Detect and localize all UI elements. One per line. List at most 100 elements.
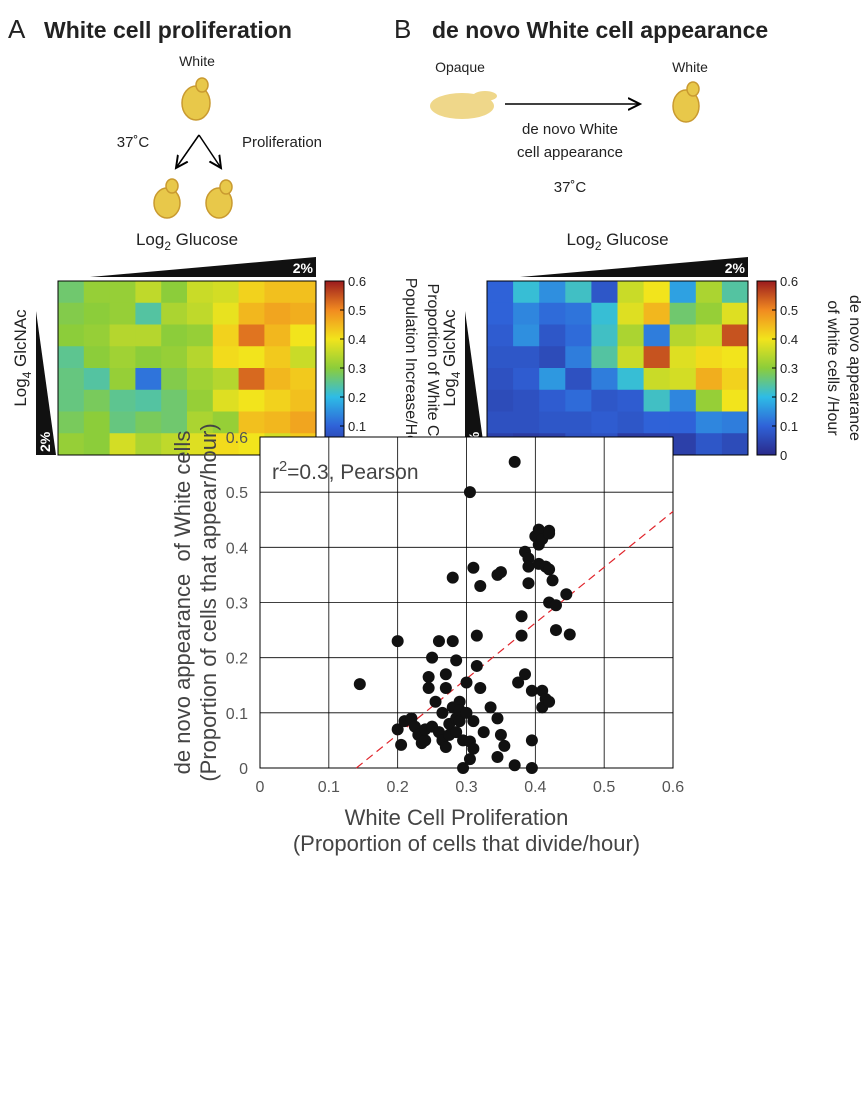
y-axis-label-part: GlcNAc — [11, 309, 30, 372]
y-axis-label: Log4 GlcNAc — [440, 309, 463, 407]
heatmap-cell — [83, 368, 110, 391]
heatmap-cell — [591, 346, 618, 369]
heatmap-cell — [212, 411, 239, 434]
heatmap-cell — [643, 368, 671, 391]
heatmap-cell — [238, 324, 265, 347]
heatmap-cell — [565, 389, 592, 412]
white-cell-icon — [181, 77, 211, 121]
heatmap-cell — [487, 324, 514, 347]
daughter-cell-icons — [153, 178, 233, 219]
scatter-point — [491, 712, 504, 725]
heatmap-cell — [721, 346, 749, 369]
colorbar-label: Population Increase/Hour — [402, 278, 419, 459]
heatmap-cell — [539, 281, 566, 304]
scatter-point — [512, 676, 525, 689]
heatmap-cell — [187, 433, 214, 456]
colorbar-label: de novo appearance — [846, 295, 861, 441]
annotation-part: =0.3, Pearson — [287, 461, 418, 484]
scatter-point — [522, 552, 535, 565]
heatmap-cell — [238, 346, 265, 369]
heatmap-cell — [643, 281, 671, 304]
heatmap-cell — [238, 368, 265, 391]
y-axis-label: Log4 GlcNAc — [11, 309, 34, 407]
heatmap-cell — [212, 324, 239, 347]
heatmap-frame — [57, 280, 317, 456]
panel-letter: A — [8, 14, 26, 44]
heatmap-cell — [669, 368, 697, 391]
y-tick-label: 0.5 — [226, 485, 248, 502]
scatter-point — [525, 734, 538, 747]
heatmap-cell — [58, 389, 85, 412]
heatmap-cell — [58, 324, 85, 347]
scatter-point — [422, 670, 435, 683]
heatmap-cell — [58, 368, 85, 391]
scatter-point — [429, 695, 442, 708]
scatter-point — [422, 682, 435, 695]
scatter-point — [426, 651, 439, 664]
heatmap-cell — [109, 411, 136, 434]
heatmap-cell — [187, 368, 214, 391]
gradient-wedge — [90, 257, 316, 277]
scatter-point — [532, 523, 545, 536]
scatter-point — [560, 588, 573, 601]
x-tick-label: 0.5 — [593, 779, 615, 796]
heatmap-cell — [109, 281, 136, 304]
scatter-point — [439, 682, 452, 695]
heatmap-cell — [290, 324, 317, 347]
scatter-point — [484, 701, 497, 714]
heatmap-cell — [721, 324, 749, 347]
heatmap-cell — [643, 389, 671, 412]
heatmap-cell — [539, 346, 566, 369]
heatmap-cell — [187, 281, 214, 304]
heatmap-cell — [290, 281, 317, 304]
heatmap-cell — [290, 389, 317, 412]
panel-title: White cell proliferation — [44, 17, 292, 43]
heatmap-cell — [669, 302, 697, 325]
scatter-point — [494, 728, 507, 741]
heatmap-cell — [539, 411, 566, 434]
y-axis-label-part: Log — [11, 378, 30, 406]
heatmap-cell — [161, 411, 188, 434]
heatmap-cell — [161, 302, 188, 325]
scatter-point — [470, 629, 483, 642]
scatter-point — [515, 610, 528, 623]
transition-label: cell appearance — [517, 144, 623, 161]
heatmap-cell — [83, 433, 110, 456]
heatmap-cell — [290, 302, 317, 325]
x-tick-label: 0 — [256, 779, 265, 796]
heatmap-cell — [565, 324, 592, 347]
colorbar-tick-label: 0.3 — [348, 361, 366, 376]
annotation: r2=0.3, Pearson — [272, 459, 419, 484]
scatter-point — [474, 682, 487, 695]
heatmap-cell — [669, 433, 697, 456]
heatmap-cell — [83, 281, 110, 304]
scatter-point — [563, 628, 576, 641]
colorbar-tick-label: 0.3 — [780, 361, 798, 376]
x-tick-label: 0.3 — [455, 779, 477, 796]
heatmap-cell — [591, 368, 618, 391]
heatmap-cell — [539, 302, 566, 325]
heatmap-cell — [212, 281, 239, 304]
heatmap-cell — [83, 346, 110, 369]
scatter-point — [436, 706, 449, 719]
heatmap-cell — [565, 302, 592, 325]
heatmap-cell — [161, 281, 188, 304]
heatmap-cell — [83, 302, 110, 325]
scatter-point — [477, 726, 490, 739]
heatmap-cell — [617, 368, 644, 391]
heatmap-cell — [238, 411, 265, 434]
heatmap-cell — [83, 411, 110, 434]
scatter-point — [543, 695, 556, 708]
scatter-point — [467, 742, 480, 755]
heatmap-cell — [135, 389, 162, 412]
heatmap-cell — [721, 389, 749, 412]
heatmap-cell — [513, 368, 540, 391]
heatmap-cell — [591, 281, 618, 304]
heatmap-cell — [109, 346, 136, 369]
heatmap-cell — [212, 346, 239, 369]
heatmap-cell — [212, 389, 239, 412]
transition-label: de novo White — [522, 121, 618, 138]
heatmap-cell — [643, 346, 671, 369]
gradient-wedge — [520, 257, 748, 277]
heatmap-cell — [264, 389, 291, 412]
